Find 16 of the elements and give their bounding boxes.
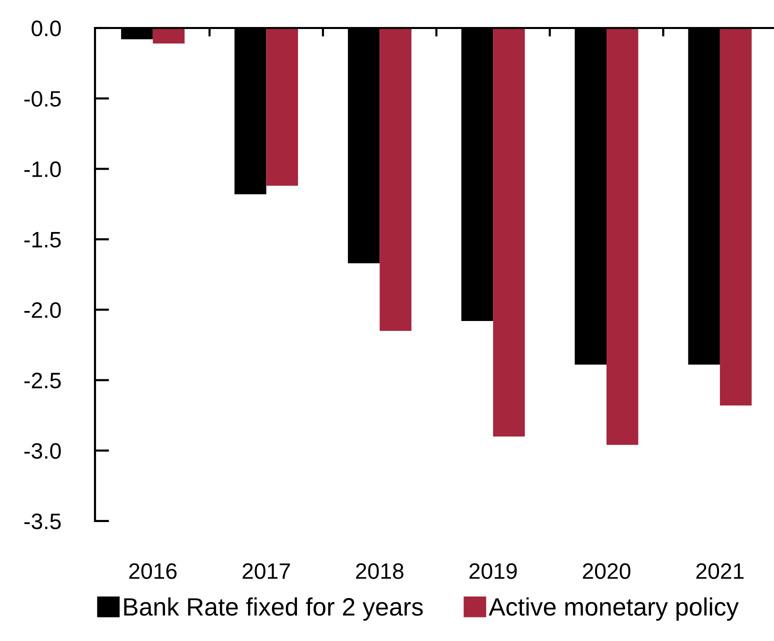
y-tick-label: -3.5: [24, 514, 61, 530]
x-tick-label: 2016: [129, 563, 177, 579]
x-tick-label: 2019: [469, 563, 517, 579]
y-tick-label: 0.0: [32, 20, 61, 36]
legend-label: Active monetary policy: [488, 597, 739, 621]
y-tick-label: -3.0: [24, 443, 61, 459]
x-tick-label: 2020: [582, 563, 630, 579]
x-tick-label: 2018: [356, 563, 404, 579]
y-tick-label: -1.0: [24, 161, 61, 178]
y-tick-label: -2.0: [24, 302, 61, 318]
legend-label: Bank Rate fixed for 2 years: [124, 597, 423, 621]
y-tick-label: -0.5: [24, 90, 61, 107]
y-tick-label: -1.5: [24, 232, 61, 248]
x-tick-label: 2021: [696, 563, 744, 579]
x-tick-label: 2017: [242, 563, 290, 579]
y-tick-label: -2.5: [24, 372, 61, 388]
